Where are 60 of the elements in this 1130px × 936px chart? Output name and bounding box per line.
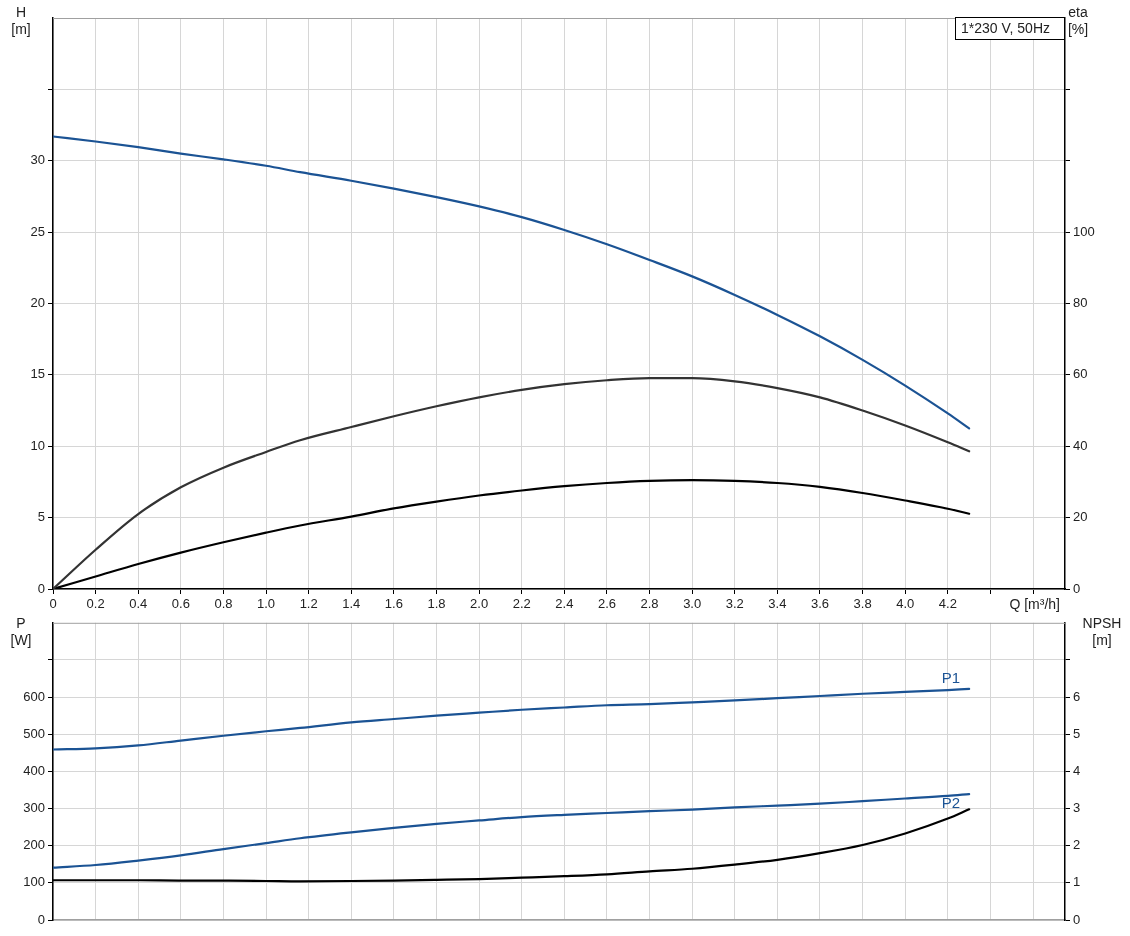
y-tick-label: 30 [30,152,45,168]
y2-tick-label: 40 [1073,437,1088,453]
y-tick-label: 20 [30,295,45,311]
y2-axis-title: NPSH [m] [1082,615,1122,649]
y2-tick-label: 0 [1073,911,1081,927]
y2-tick-label: 80 [1073,295,1088,311]
y-tick-label: 400 [23,762,45,778]
x-tick-label: 2.0 [470,596,489,612]
y2-tick-label: 60 [1073,366,1088,382]
line-series [53,135,971,430]
x-tick-label: 2.8 [640,596,659,612]
y2-tick-label: 20 [1073,509,1088,525]
x-tick-label: 3.4 [768,596,787,612]
y-tick-label: 15 [30,366,45,382]
chart-title: 1*230 V, 50Hz [955,17,1065,40]
y-tick-label: 100 [23,874,45,890]
y-tick-label: 500 [23,725,45,741]
x-tick-label: 0.2 [86,596,105,612]
x-tick-label: 4.2 [938,596,957,612]
series-label: P2 [941,793,961,811]
x-tick-label: 1.2 [299,596,318,612]
series-label: P1 [941,668,961,686]
x-tick-label: 0.4 [129,596,148,612]
x-axis-title: Q [m³/h] [1009,596,1060,612]
y2-tick-label: 1 [1073,874,1081,890]
y-tick-label: 600 [23,688,45,704]
y-tick-label: 0 [37,911,45,927]
x-tick-label: 0.6 [171,596,190,612]
x-tick-label: 3.8 [853,596,872,612]
y2-tick-label: 100 [1073,223,1095,239]
x-tick-label: 1.8 [427,596,446,612]
y-axis-title: H [m] [11,4,31,38]
x-tick-label: 3.6 [810,596,830,612]
x-tick-label: 0 [49,596,57,612]
y2-tick-label: 5 [1073,725,1081,741]
y2-tick-label: 6 [1073,688,1081,704]
y2-axis-title: eta [%] [1067,4,1089,38]
x-tick-label: 3.0 [683,596,702,612]
x-tick-label: 1.6 [384,596,403,612]
x-tick-label: 2.2 [512,596,531,612]
y2-tick-label: 0 [1073,580,1081,596]
line-series [53,687,971,751]
x-tick-label: 1.4 [342,596,361,612]
x-tick-label: 0.8 [214,596,233,612]
x-tick-label: 1.0 [257,596,276,612]
x-tick-label: 3.2 [725,596,744,612]
y-tick-label: 5 [37,509,45,525]
x-tick-label: 2.4 [555,596,574,612]
y-tick-label: 200 [23,837,45,853]
y-tick-label: 300 [23,800,45,816]
y-tick-label: 0 [37,580,45,596]
y2-tick-label: 2 [1073,837,1081,853]
x-tick-label: 4.0 [896,596,915,612]
y-tick-label: 10 [30,437,45,453]
y-axis-title: P [W] [10,615,32,649]
y-tick-label: 25 [30,223,45,239]
line-series [53,792,971,869]
x-tick-label: 2.6 [597,596,616,612]
y2-tick-label: 3 [1073,800,1081,816]
y2-tick-label: 4 [1073,762,1081,778]
